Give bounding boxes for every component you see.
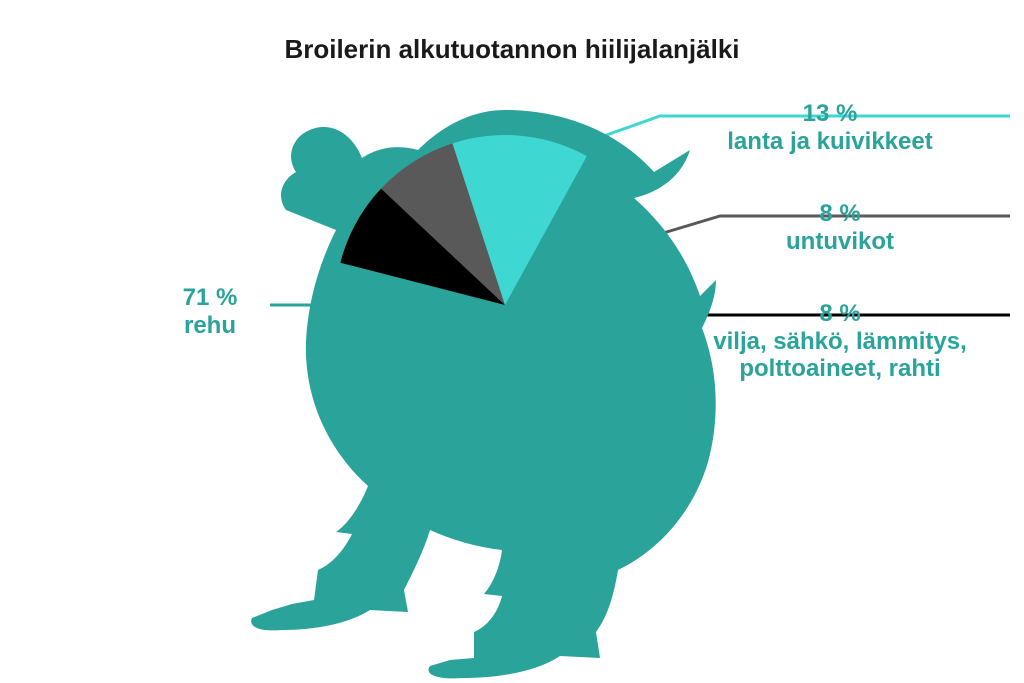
label-untuvik-text: untuvikot <box>740 228 940 256</box>
label-rehu-pct: 71 % <box>150 284 270 312</box>
label-other: 8 % vilja, sähkö, lämmitys, polttoaineet… <box>710 300 970 383</box>
label-other-text: vilja, sähkö, lämmitys, polttoaineet, ra… <box>710 328 970 383</box>
label-rehu-text: rehu <box>150 312 270 340</box>
label-lanta-pct: 13 % <box>700 100 960 128</box>
label-untuvik: 8 % untuvikot <box>740 200 940 255</box>
label-lanta: 13 % lanta ja kuivikkeet <box>700 100 960 155</box>
label-untuvik-pct: 8 % <box>740 200 940 228</box>
label-lanta-text: lanta ja kuivikkeet <box>700 128 960 156</box>
infographic-stage: Broilerin alkutuotannon hiilijalanjälki … <box>0 0 1024 683</box>
label-rehu: 71 % rehu <box>150 284 270 339</box>
label-other-pct: 8 % <box>710 300 970 328</box>
